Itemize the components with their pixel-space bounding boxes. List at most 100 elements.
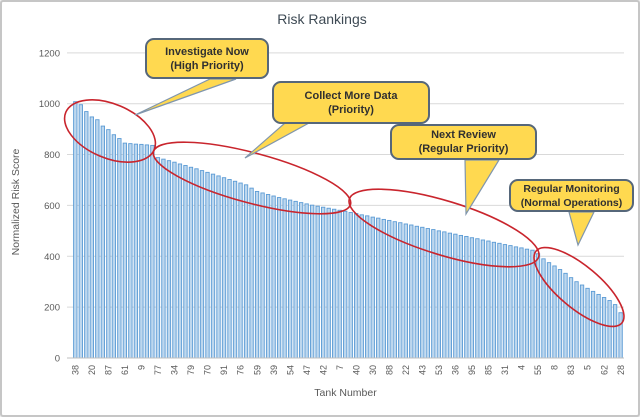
bar (232, 180, 238, 359)
x-tick-label: 83 (566, 365, 576, 375)
bar (166, 160, 172, 359)
bar (304, 203, 309, 359)
x-tick-label: 62 (599, 365, 609, 375)
callout-line: Next Review (431, 129, 496, 141)
bar (354, 213, 359, 359)
x-tick-label: 70 (203, 365, 213, 375)
bar (238, 182, 243, 359)
bar (172, 161, 177, 359)
callout-regular-monitoring: Regular Monitoring (Normal Operations) (509, 179, 634, 212)
bar (568, 277, 574, 359)
bar (365, 215, 370, 359)
callout-collect-more-data: Collect More Data (Priority) (272, 81, 430, 124)
bar (486, 240, 491, 359)
bar (287, 199, 293, 359)
bar (260, 192, 265, 359)
bar (392, 221, 397, 359)
bar (618, 312, 623, 359)
x-tick-label: 54 (285, 365, 295, 375)
bar (436, 230, 441, 359)
x-tick-label: 79 (186, 365, 196, 375)
bar (546, 262, 552, 359)
x-tick-label: 8 (550, 365, 560, 370)
priority-ellipse (348, 188, 540, 268)
x-tick-label: 91 (219, 365, 229, 375)
bar (122, 142, 128, 359)
bar (612, 304, 618, 359)
bar (309, 204, 315, 359)
x-tick-label: 76 (236, 365, 246, 375)
bar (442, 231, 447, 359)
bar (579, 284, 585, 359)
y-tick-label: 400 (44, 252, 60, 263)
bar (111, 134, 117, 359)
bar (431, 229, 436, 359)
x-tick-label: 28 (616, 365, 626, 375)
x-tick-label: 30 (368, 365, 378, 375)
y-tick-label: 0 (55, 354, 60, 365)
bar (596, 293, 601, 359)
callout-line: (Regular Priority) (418, 143, 509, 155)
bar (139, 143, 144, 359)
x-tick-label: 34 (170, 365, 180, 375)
x-tick-label: 39 (269, 365, 279, 375)
bar (249, 187, 254, 359)
bar (387, 219, 392, 359)
y-tick-label: 200 (44, 303, 60, 314)
bar (601, 297, 607, 359)
bar (574, 281, 579, 359)
x-tick-label: 55 (533, 365, 543, 375)
bar (398, 222, 403, 359)
bar (216, 175, 221, 359)
priority-ellipse (152, 141, 352, 215)
x-tick-label: 4 (517, 365, 527, 370)
callout-pointer (134, 78, 237, 116)
callout-line: (High Priority) (170, 59, 244, 72)
bar (210, 173, 216, 359)
callout-pointer (244, 122, 310, 159)
bar (293, 200, 298, 359)
y-tick-label: 1000 (39, 99, 60, 110)
x-tick-label: 77 (153, 365, 163, 375)
x-tick-label: 5 (583, 365, 593, 370)
bar (265, 194, 271, 359)
bar (464, 235, 469, 359)
bar (359, 214, 364, 359)
x-tick-label: 95 (467, 365, 477, 375)
bar (205, 171, 210, 359)
bar (458, 234, 464, 359)
bar (144, 144, 150, 359)
bar (177, 163, 183, 359)
bar (557, 269, 563, 359)
bar (491, 241, 497, 359)
callout-line: Investigate Now (165, 45, 249, 58)
bar (321, 206, 326, 359)
callout-line: (Priority) (328, 103, 374, 116)
callout-line: Collect More Data (304, 89, 398, 102)
x-tick-label: 47 (302, 365, 312, 375)
x-tick-label: 43 (418, 365, 428, 375)
bar (282, 198, 287, 359)
bar (332, 208, 337, 359)
bar (497, 242, 502, 359)
x-tick-label: 88 (384, 365, 394, 375)
bar (326, 207, 331, 359)
bar (221, 177, 227, 359)
bar (585, 287, 590, 359)
bar (447, 232, 452, 359)
bar (607, 300, 612, 359)
callout-pointer (568, 211, 595, 247)
bar (106, 129, 111, 359)
bar (254, 190, 260, 359)
bar (381, 218, 386, 359)
bar (128, 143, 133, 359)
bar (425, 228, 430, 359)
bar (276, 197, 282, 359)
bar (271, 195, 276, 359)
bar (343, 210, 348, 359)
bar (133, 143, 139, 359)
bar (315, 205, 320, 359)
bar (530, 249, 535, 359)
bar (420, 226, 425, 359)
